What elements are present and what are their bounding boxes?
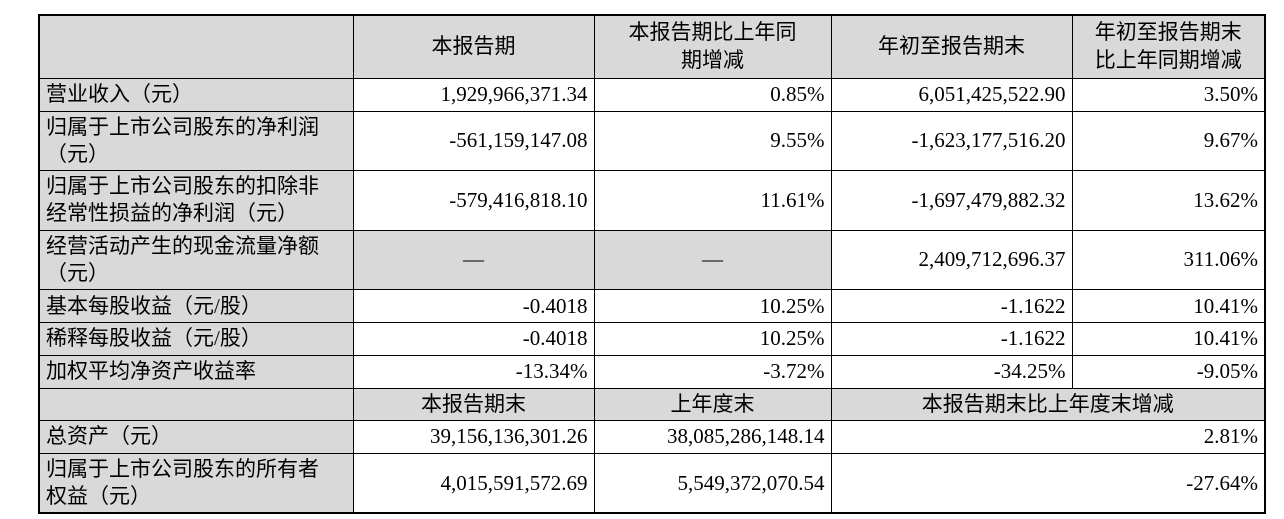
row-label: 稀释每股收益（元/股）: [38, 322, 354, 356]
value-ytd: 6,051,425,522.90: [830, 77, 1073, 112]
row-net-profit-attributable: 归属于上市公司股东的净利润 （元） -561,159,147.08 9.55% …: [38, 110, 1266, 172]
row-operating-cash-flow: 经营活动产生的现金流量净额 （元） — — 2,409,712,696.37 3…: [38, 229, 1266, 291]
value-ytd: -1.1622: [830, 322, 1073, 356]
value-ytd: -1.1622: [830, 289, 1073, 324]
value-ytd-change: 9.67%: [1071, 110, 1266, 172]
row-diluted-eps: 稀释每股收益（元/股） -0.4018 10.25% -1.1622 10.41…: [38, 322, 1266, 356]
row-weighted-avg-roe: 加权平均净资产收益率 -13.34% -3.72% -34.25% -9.05%: [38, 354, 1266, 389]
row-net-profit-excl-nonrecurring: 归属于上市公司股东的扣除非 经常性损益的净利润（元） -579,416,818.…: [38, 170, 1266, 231]
header-current-period: 本报告期: [352, 14, 595, 79]
header-ytd: 年初至报告期末: [830, 14, 1073, 79]
value-current-change: 10.25%: [593, 322, 832, 356]
value-ytd-change: 10.41%: [1071, 289, 1266, 324]
row-label: 归属于上市公司股东的扣除非 经常性损益的净利润（元）: [38, 170, 354, 231]
value-current-change: 11.61%: [593, 170, 832, 231]
value-ytd: 2,409,712,696.37: [830, 229, 1073, 291]
row-operating-revenue: 营业收入（元） 1,929,966,371.34 0.85% 6,051,425…: [38, 77, 1266, 112]
value-current-change: 10.25%: [593, 289, 832, 324]
row-basic-eps: 基本每股收益（元/股） -0.4018 10.25% -1.1622 10.41…: [38, 289, 1266, 324]
row-label: 归属于上市公司股东的净利润 （元）: [38, 110, 354, 172]
value-ytd-change: 3.50%: [1071, 77, 1266, 112]
value-current-change: -3.72%: [593, 354, 832, 389]
value-end-of-period: 39,156,136,301.26: [352, 419, 595, 454]
value-current: -0.4018: [352, 322, 595, 356]
row-label: 经营活动产生的现金流量净额 （元）: [38, 229, 354, 291]
row-equity-attributable: 归属于上市公司股东的所有者 权益（元） 4,015,591,572.69 5,5…: [38, 452, 1266, 514]
value-end-of-period: 4,015,591,572.69: [352, 452, 595, 514]
value-current: -579,416,818.10: [352, 170, 595, 231]
value-ytd: -1,697,479,882.32: [830, 170, 1073, 231]
value-end-of-prior-year: 5,549,372,070.54: [593, 452, 832, 514]
value-ytd-change: -9.05%: [1071, 354, 1266, 389]
header-ytd-vs-prior-year: 年初至报告期末 比上年同期增减: [1071, 14, 1266, 79]
row-label: 总资产（元）: [38, 419, 354, 454]
value-current: -0.4018: [352, 289, 595, 324]
header-current-vs-prior-year: 本报告期比上年同 期增减: [593, 14, 832, 79]
value-ytd: -34.25%: [830, 354, 1073, 389]
value-current-change: 0.85%: [593, 77, 832, 112]
header-empty-cell: [38, 387, 354, 421]
header-end-of-prior-year: 上年度末: [593, 387, 832, 421]
value-current: -561,159,147.08: [352, 110, 595, 172]
value-end-of-prior-year: 38,085,286,148.14: [593, 419, 832, 454]
header-empty-cell: [38, 14, 354, 79]
value-ytd: -1,623,177,516.20: [830, 110, 1073, 172]
value-current-dash: —: [352, 229, 595, 291]
value-current-change: 9.55%: [593, 110, 832, 172]
value-ytd-change: 13.62%: [1071, 170, 1266, 231]
value-change: 2.81%: [830, 419, 1266, 454]
value-current: -13.34%: [352, 354, 595, 389]
value-ytd-change: 10.41%: [1071, 322, 1266, 356]
row-total-assets: 总资产（元） 39,156,136,301.26 38,085,286,148.…: [38, 419, 1266, 454]
financial-summary-table: 本报告期 本报告期比上年同 期增减 年初至报告期末 年初至报告期末 比上年同期增…: [38, 14, 1266, 515]
row-label: 加权平均净资产收益率: [38, 354, 354, 389]
value-current-change-dash: —: [593, 229, 832, 291]
header-end-of-period: 本报告期末: [352, 387, 595, 421]
value-ytd-change: 311.06%: [1071, 229, 1266, 291]
row-label: 基本每股收益（元/股）: [38, 289, 354, 324]
value-current: 1,929,966,371.34: [352, 77, 595, 112]
row-label: 营业收入（元）: [38, 77, 354, 112]
value-change: -27.64%: [830, 452, 1266, 514]
header-row-balance: 本报告期末 上年度末 本报告期末比上年度末增减: [38, 387, 1266, 421]
header-period-end-change: 本报告期末比上年度末增减: [830, 387, 1266, 421]
row-label: 归属于上市公司股东的所有者 权益（元）: [38, 452, 354, 514]
header-row-period: 本报告期 本报告期比上年同 期增减 年初至报告期末 年初至报告期末 比上年同期增…: [38, 14, 1266, 79]
